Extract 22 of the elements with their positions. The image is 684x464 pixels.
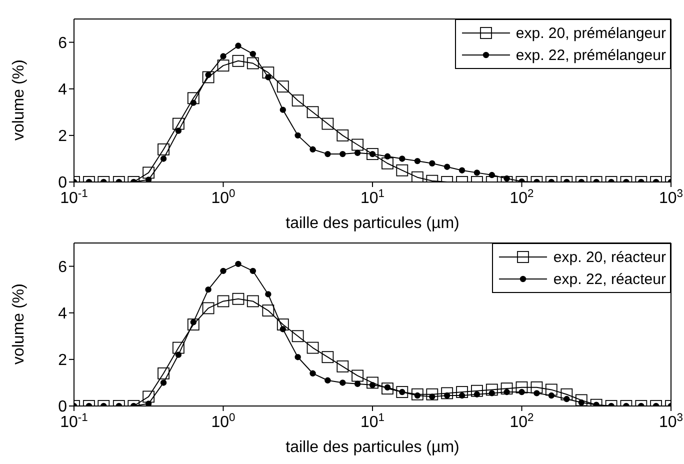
y-tick-label: 4: [58, 82, 68, 99]
y-tick-label: 4: [58, 306, 68, 323]
legend-label: exp. 22, prémélangeur: [516, 46, 666, 64]
legend-label: exp. 22, réacteur: [553, 270, 666, 288]
legend-label: exp. 20, prémélangeur: [516, 24, 666, 42]
y-axis-title: volume (%): [10, 60, 28, 140]
x-tick-label: 10$^{2}$: [510, 412, 534, 431]
x-tick-label: 10$^{3}$: [658, 188, 684, 207]
y-tick-label: 6: [58, 34, 68, 52]
y-tick-label: 6: [58, 258, 68, 276]
x-tick-label: 10$^{1}$: [360, 188, 385, 207]
x-tick-label: 10$^{2}$: [510, 188, 534, 207]
y-axis-title: volume (%): [10, 284, 28, 364]
x-tick-label: 10$^{0}$: [211, 412, 236, 431]
x-tick-label: 10$^{0}$: [211, 188, 236, 207]
x-tick-label: 10$^{3}$: [658, 412, 684, 431]
y-tick-label: 2: [58, 352, 68, 370]
x-tick-label: 10$^{1}$: [360, 412, 385, 431]
legend-label: exp. 20, réacteur: [553, 248, 666, 266]
y-tick-label: 2: [58, 128, 68, 146]
x-axis-title: taille des particules (µm): [286, 215, 460, 232]
x-axis-title: taille des particules (µm): [286, 439, 460, 456]
